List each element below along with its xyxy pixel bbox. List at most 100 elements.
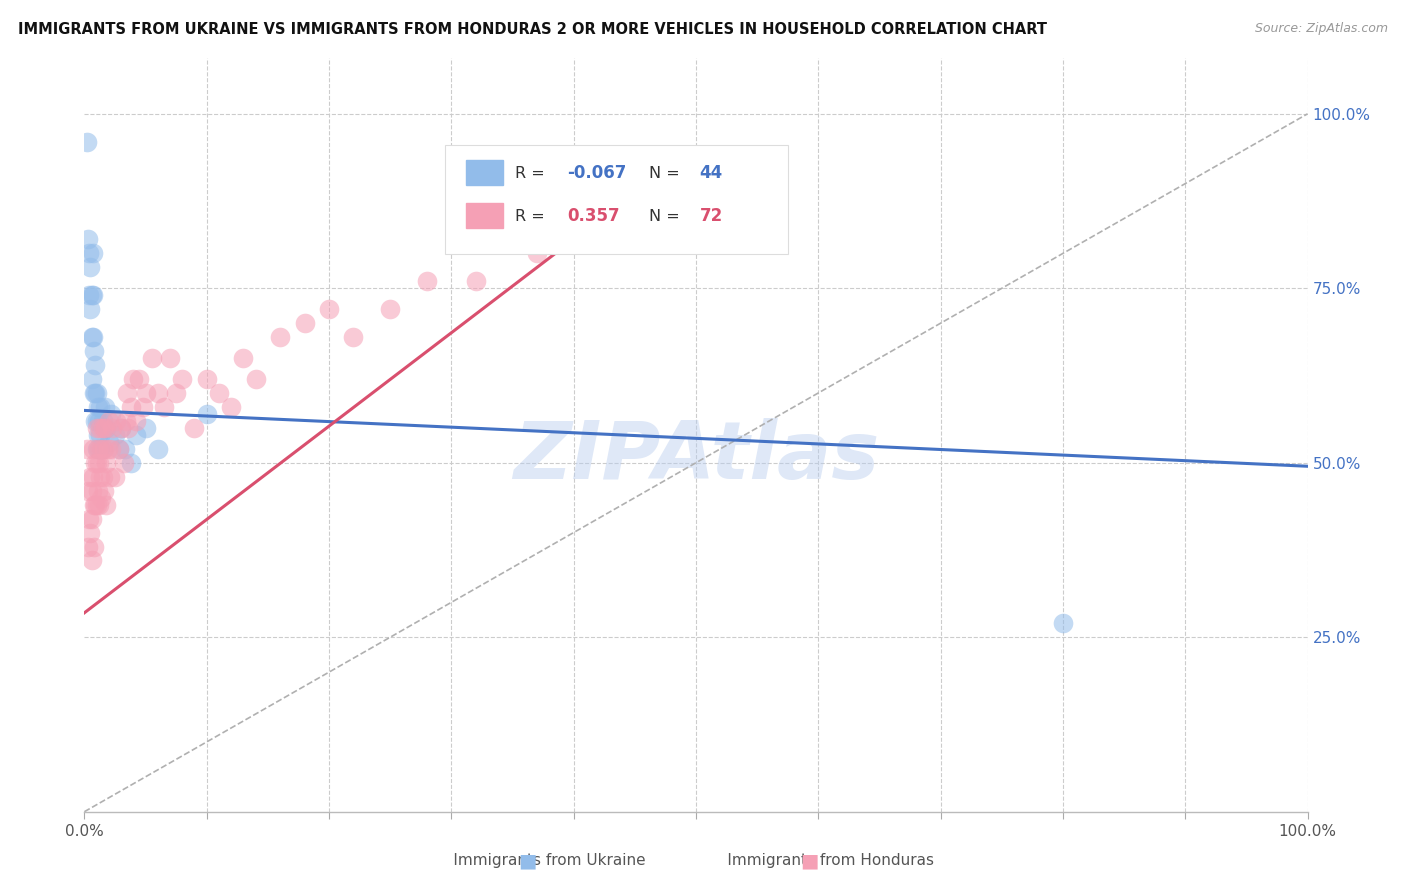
Point [79, 260, 101, 275]
Point [96, 456, 118, 470]
Point [83, 498, 105, 512]
Point [125, 428, 148, 442]
Point [77, 483, 100, 498]
Point [464, 274, 486, 288]
Point [172, 372, 194, 386]
Point [77, 511, 100, 525]
Point [91, 442, 114, 456]
Point [82, 246, 104, 260]
Point [141, 351, 163, 365]
Point [87, 483, 110, 498]
Point [105, 414, 128, 428]
Point [77, 288, 100, 302]
Point [76, 135, 98, 149]
Point [84, 358, 107, 372]
Point [98, 469, 121, 483]
Point [80, 330, 103, 344]
Point [294, 316, 316, 330]
Point [77, 232, 100, 246]
Point [94, 421, 117, 435]
Point [94, 400, 117, 414]
Point [115, 414, 138, 428]
Point [84, 498, 107, 512]
Text: -0.067: -0.067 [568, 164, 627, 182]
Point [90, 442, 112, 456]
Point [208, 386, 231, 401]
Text: ZIPAtlas: ZIPAtlas [513, 418, 879, 497]
Text: Immigrants from Ukraine: Immigrants from Ukraine [429, 854, 645, 868]
Point [526, 246, 548, 260]
Point [80, 553, 103, 567]
Point [87, 498, 110, 512]
Point [93, 421, 115, 435]
Point [87, 442, 110, 456]
Point [87, 414, 110, 428]
Point [110, 421, 132, 435]
Point [79, 302, 101, 317]
Text: R =: R = [515, 166, 544, 181]
Point [115, 386, 138, 401]
Point [86, 386, 108, 401]
Point [96, 498, 118, 512]
Bar [465, 161, 503, 185]
Point [165, 386, 187, 401]
Point [89, 400, 111, 414]
Point [104, 469, 127, 483]
Text: N =: N = [650, 209, 681, 224]
Point [107, 442, 129, 456]
Point [80, 483, 103, 498]
Point [87, 456, 110, 470]
Point [245, 372, 267, 386]
Point [101, 421, 124, 435]
Point [97, 414, 120, 428]
Text: Source: ZipAtlas.com: Source: ZipAtlas.com [1254, 22, 1388, 36]
Point [269, 330, 291, 344]
Point [135, 421, 157, 435]
Text: Immigrants from Honduras: Immigrants from Honduras [703, 854, 934, 868]
Point [232, 351, 254, 365]
Point [342, 330, 364, 344]
Point [91, 414, 114, 428]
Point [117, 421, 139, 435]
Point [77, 246, 100, 260]
Point [104, 428, 127, 442]
Point [1052, 616, 1074, 631]
Point [97, 434, 120, 449]
Point [91, 421, 114, 435]
Point [110, 421, 132, 435]
Point [380, 302, 402, 317]
Bar [465, 203, 503, 227]
Point [84, 456, 107, 470]
Point [82, 330, 104, 344]
Point [153, 400, 176, 414]
Point [107, 442, 129, 456]
Point [91, 469, 114, 483]
Point [97, 442, 120, 456]
Point [82, 442, 104, 456]
FancyBboxPatch shape [446, 145, 787, 254]
Point [93, 442, 115, 456]
Point [89, 469, 111, 483]
Text: N =: N = [650, 166, 681, 181]
Text: R =: R = [515, 209, 544, 224]
Point [120, 400, 142, 414]
Point [87, 400, 110, 414]
Point [79, 469, 101, 483]
Point [86, 456, 108, 470]
Point [86, 442, 108, 456]
Point [195, 372, 218, 386]
Point [80, 288, 103, 302]
Point [219, 400, 242, 414]
Point [76, 442, 98, 456]
Point [90, 442, 112, 456]
Point [100, 442, 122, 456]
Text: 72: 72 [700, 207, 723, 226]
Point [87, 442, 110, 456]
Point [89, 421, 111, 435]
Point [416, 274, 439, 288]
Text: ■: ■ [519, 851, 537, 871]
Point [82, 288, 104, 302]
Point [90, 491, 112, 505]
Point [96, 421, 118, 435]
Point [100, 407, 122, 421]
